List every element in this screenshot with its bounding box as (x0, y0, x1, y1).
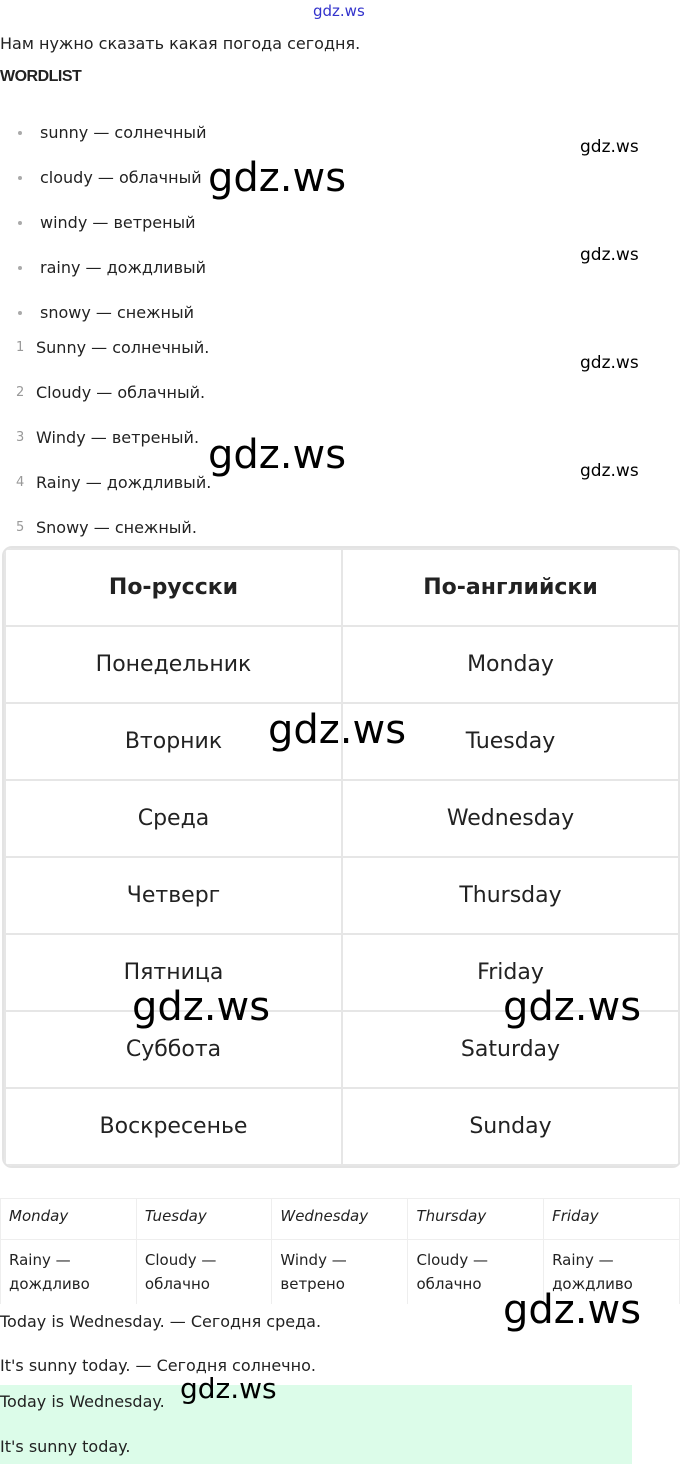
table-header-cell: Friday (543, 1198, 680, 1240)
table-cell: Thursday (341, 856, 680, 935)
numbered-item: 4 Rainy — дождливый. (16, 473, 212, 492)
answer-box: Today is Wednesday. It's sunny today. (0, 1385, 632, 1464)
table-cell: Суббота (4, 1010, 343, 1089)
numbered-item-text: Rainy — дождливый. (36, 473, 212, 492)
table-cell: Windy — ветрено (271, 1239, 409, 1304)
item-number: 4 (16, 475, 25, 490)
watermark: gdz.ws (580, 461, 639, 481)
numbered-item-text: Sunny — солнечный. (36, 338, 210, 357)
numbered-item: 5 Snowy — снежный. (16, 518, 197, 537)
table-header-cell: Thursday (407, 1198, 545, 1240)
table-header-cell: Monday (0, 1198, 137, 1240)
watermark: gdz.ws (208, 155, 347, 201)
wordlist-item-text: windy — ветреный (40, 213, 196, 232)
watermark: gdz.ws (180, 1372, 277, 1405)
wordlist-item-text: snowy — снежный (40, 303, 194, 322)
bullet-icon (18, 311, 22, 315)
wordlist-item: windy — ветреный (18, 213, 196, 232)
table-cell: По-английски (341, 548, 680, 627)
table-row: Пятница Friday (4, 933, 680, 1012)
table-row: Rainy — дождливо Cloudy — облачно Windy — вет… (0, 1239, 680, 1304)
wordlist-heading: WORDLIST (0, 68, 82, 85)
wordlist-item: sunny — солнечный (18, 123, 207, 142)
numbered-item-text: Snowy — снежный. (36, 518, 197, 537)
table-cell: Четверг (4, 856, 343, 935)
table-cell: Friday (341, 933, 680, 1012)
answer-line: Today is Wednesday. (0, 1392, 165, 1411)
table-cell: Пятница (4, 933, 343, 1012)
table-cell: Rainy — дождливо (0, 1239, 137, 1304)
days-table: По-русски По-английски Понедельник Monday Вт… (2, 546, 680, 1168)
table-cell: Cloudy — облачно (407, 1239, 545, 1304)
watermark: gdz.ws (580, 245, 639, 265)
bullet-icon (18, 131, 22, 135)
table-row: Среда Wednesday (4, 779, 680, 858)
wordlist-item: snowy — снежный (18, 303, 194, 322)
item-number: 2 (16, 385, 25, 400)
table-row: Понедельник Monday (4, 625, 680, 704)
table-cell: Monday (341, 625, 680, 704)
watermark: gdz.ws (503, 1287, 642, 1333)
wordlist-item: cloudy — облачный (18, 168, 202, 187)
table-row: По-русски По-английски (4, 548, 680, 627)
table-header-cell: Tuesday (135, 1198, 273, 1240)
bullet-icon (18, 266, 22, 270)
watermark: gdz.ws (580, 353, 639, 373)
table-cell: Rainy — дождливо (543, 1239, 680, 1304)
sentence: It's sunny today. — Сегодня солнечно. (0, 1356, 316, 1375)
table-header-cell: Wednesday (271, 1198, 409, 1240)
table-cell: Sunday (341, 1087, 680, 1166)
table-cell: Понедельник (4, 625, 343, 704)
table-cell: Воскресенье (4, 1087, 343, 1166)
table-cell: Cloudy — облачно (135, 1239, 273, 1304)
wordlist-item-text: rainy — дождливый (40, 258, 207, 277)
numbered-item: 3 Windy — ветреный. (16, 428, 200, 447)
numbered-item-text: Windy — ветреный. (36, 428, 200, 447)
item-number: 1 (16, 340, 25, 355)
watermark: gdz.ws (132, 984, 271, 1030)
table-cell: Wednesday (341, 779, 680, 858)
table-row: Воскресенье Sunday (4, 1087, 680, 1166)
weather-table: Monday Tuesday Wednesday Thursday Friday Rain… (0, 1198, 680, 1304)
wordlist-item-text: cloudy — облачный (40, 168, 202, 187)
item-number: 5 (16, 520, 25, 535)
table-cell: Вторник (4, 702, 343, 781)
watermark: gdz.ws (503, 984, 642, 1030)
table-cell: Saturday (341, 1010, 680, 1089)
intro-text: Нам нужно сказать какая погода сегодня. (0, 34, 361, 53)
table-cell: Среда (4, 779, 343, 858)
table-header-row: Monday Tuesday Wednesday Thursday Friday (0, 1198, 680, 1240)
bullet-icon (18, 221, 22, 225)
wordlist-item: rainy — дождливый (18, 258, 207, 277)
sentence: Today is Wednesday. — Сегодня среда. (0, 1312, 322, 1331)
numbered-item: 2 Cloudy — облачный. (16, 383, 206, 402)
item-number: 3 (16, 430, 25, 445)
table-row: Суббота Saturday (4, 1010, 680, 1089)
bullet-icon (18, 176, 22, 180)
watermark: gdz.ws (580, 137, 639, 157)
watermark: gdz.ws (268, 707, 407, 753)
table-cell: По-русски (4, 548, 343, 627)
numbered-item: 1 Sunny — солнечный. (16, 338, 210, 357)
answer-line: It's sunny today. (0, 1437, 131, 1456)
watermark: gdz.ws (208, 432, 347, 478)
wordlist-item-text: sunny — солнечный (40, 123, 207, 142)
table-cell: Tuesday (341, 702, 680, 781)
header-watermark-link[interactable]: gdz.ws (313, 2, 365, 20)
table-row: Четверг Thursday (4, 856, 680, 935)
table-row: Вторник Tuesday (4, 702, 680, 781)
numbered-item-text: Cloudy — облачный. (36, 383, 206, 402)
